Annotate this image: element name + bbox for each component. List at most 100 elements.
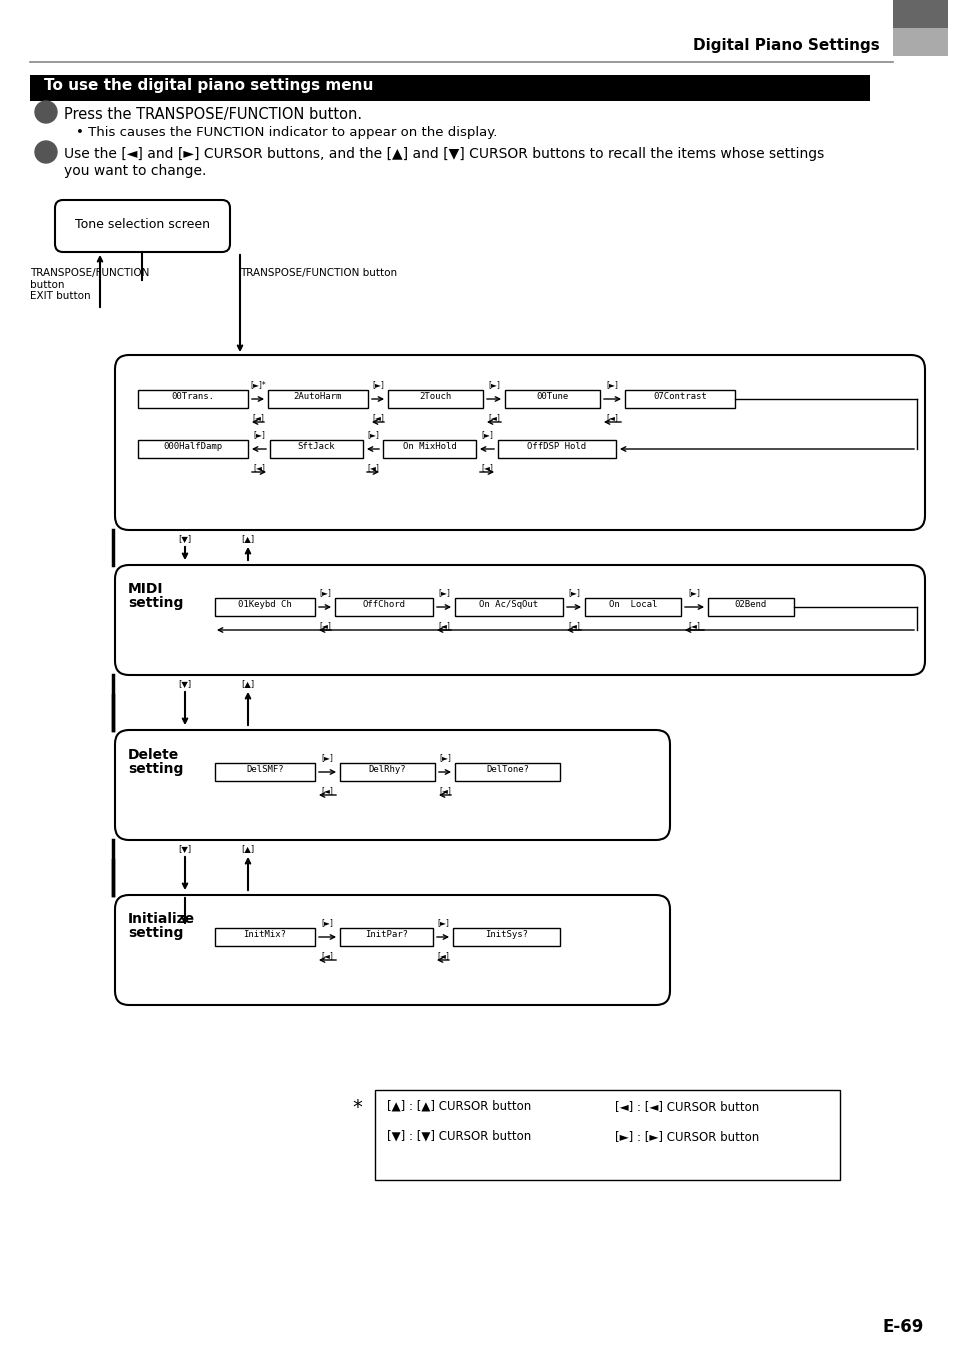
FancyBboxPatch shape [115,355,924,530]
Text: 00Tune: 00Tune [536,392,568,400]
Text: Tone selection screen: Tone selection screen [75,218,210,231]
Text: [◄]: [◄] [688,621,700,630]
Text: 02Bend: 02Bend [734,600,766,609]
FancyBboxPatch shape [115,731,669,840]
Text: [◄]: [◄] [321,786,334,795]
Bar [270,439,363,458]
Text: DelTone?: DelTone? [485,766,529,774]
Text: [►]: [►] [321,754,334,762]
Text: [►]: [►] [606,380,618,390]
Bar [335,599,433,616]
Text: you want to change.: you want to change. [64,164,206,178]
Text: 000HalfDamp: 000HalfDamp [163,442,222,452]
Text: [▲]: [▲] [241,679,254,687]
Text: [►]: [►] [688,588,700,597]
Bar [214,599,314,616]
Text: 1: 1 [42,105,51,119]
Bar [339,927,433,946]
Bar [214,763,314,780]
Text: OffDSP Hold: OffDSP Hold [527,442,586,452]
Text: [◄]: [◄] [321,950,334,960]
Text: 00Trans.: 00Trans. [172,392,214,400]
Text: To use the digital piano settings menu: To use the digital piano settings menu [44,78,373,93]
Bar [584,599,680,616]
Text: [◄]: [◄] [252,412,264,422]
Text: [◄]: [◄] [567,621,579,630]
Text: [◄]: [◄] [438,786,451,795]
Text: [◄]: [◄] [480,462,493,472]
Text: *: * [352,1099,361,1117]
Text: [◄]: [◄] [488,412,499,422]
Text: MIDI: MIDI [128,582,163,596]
Text: 01Keybd Ch: 01Keybd Ch [238,600,292,609]
Text: [▲]: [▲] [241,534,254,543]
Bar [453,927,559,946]
Bar [268,390,368,408]
Text: InitMix?: InitMix? [243,930,286,940]
Text: InitPar?: InitPar? [365,930,408,940]
Text: Use the [◄] and [►] CURSOR buttons, and the [▲] and [▼] CURSOR buttons to recall: Use the [◄] and [►] CURSOR buttons, and … [64,147,823,160]
Bar [388,390,482,408]
Text: 2Touch: 2Touch [419,392,451,400]
Text: setting: setting [128,926,183,940]
Text: [►]: [►] [372,380,383,390]
Text: [◄]: [◄] [318,621,331,630]
Text: [►]: [►] [488,380,499,390]
Circle shape [35,142,57,163]
Text: SftJack: SftJack [297,442,335,452]
FancyBboxPatch shape [115,895,669,1006]
Bar [138,390,248,408]
Text: [►]: [►] [437,588,450,597]
Text: [◄]: [◄] [367,462,378,472]
Text: DelSMF?: DelSMF? [246,766,283,774]
Text: [►]: [►] [318,588,331,597]
Text: setting: setting [128,596,183,611]
Bar [624,390,734,408]
Text: TRANSPOSE/FUNCTION: TRANSPOSE/FUNCTION [30,268,150,278]
Text: 07Contrast: 07Contrast [653,392,706,400]
Bar [892,0,947,28]
Bar [455,763,559,780]
Bar [339,763,435,780]
Text: [►]: [►] [436,918,449,927]
Bar [375,1091,840,1180]
Text: [►]*: [►]* [250,380,266,390]
Bar [382,439,476,458]
Bar [30,75,869,101]
Text: [►]: [►] [480,430,493,439]
Bar [892,28,947,57]
Circle shape [35,101,57,123]
Text: [◄]: [◄] [437,621,450,630]
Text: Press the TRANSPOSE/FUNCTION button.: Press the TRANSPOSE/FUNCTION button. [64,106,362,123]
Bar [455,599,562,616]
FancyBboxPatch shape [55,200,230,252]
Text: [▲] : [▲] CURSOR button: [▲] : [▲] CURSOR button [387,1100,531,1113]
Text: [►] : [►] CURSOR button: [►] : [►] CURSOR button [615,1130,759,1143]
Text: • This causes the FUNCTION indicator to appear on the display.: • This causes the FUNCTION indicator to … [76,125,497,139]
Text: [►]: [►] [321,918,334,927]
Text: [◄] : [◄] CURSOR button: [◄] : [◄] CURSOR button [615,1100,759,1113]
Text: [◄]: [◄] [606,412,618,422]
Text: [◄]: [◄] [253,462,265,472]
Text: Delete: Delete [128,748,179,762]
Text: TRANSPOSE/FUNCTION button: TRANSPOSE/FUNCTION button [240,268,396,278]
Text: Digital Piano Settings: Digital Piano Settings [693,38,879,53]
FancyBboxPatch shape [115,565,924,675]
Text: EXIT button: EXIT button [30,291,91,301]
Text: [▼]: [▼] [178,534,192,543]
Text: [►]: [►] [367,430,378,439]
Text: DelRhy?: DelRhy? [368,766,406,774]
Text: [▲]: [▲] [241,844,254,853]
Bar [138,439,248,458]
Text: [▼] : [▼] CURSOR button: [▼] : [▼] CURSOR button [387,1130,531,1143]
Text: On  Local: On Local [608,600,657,609]
Text: OffChord: OffChord [362,600,405,609]
Text: InitSys?: InitSys? [484,930,527,940]
Text: E-69: E-69 [882,1318,923,1336]
Text: [◄]: [◄] [372,412,383,422]
Text: [►]: [►] [567,588,579,597]
Text: Initialize: Initialize [128,913,195,926]
Text: 2AutoHarm: 2AutoHarm [294,392,342,400]
Text: button: button [30,280,65,290]
Bar [504,390,599,408]
